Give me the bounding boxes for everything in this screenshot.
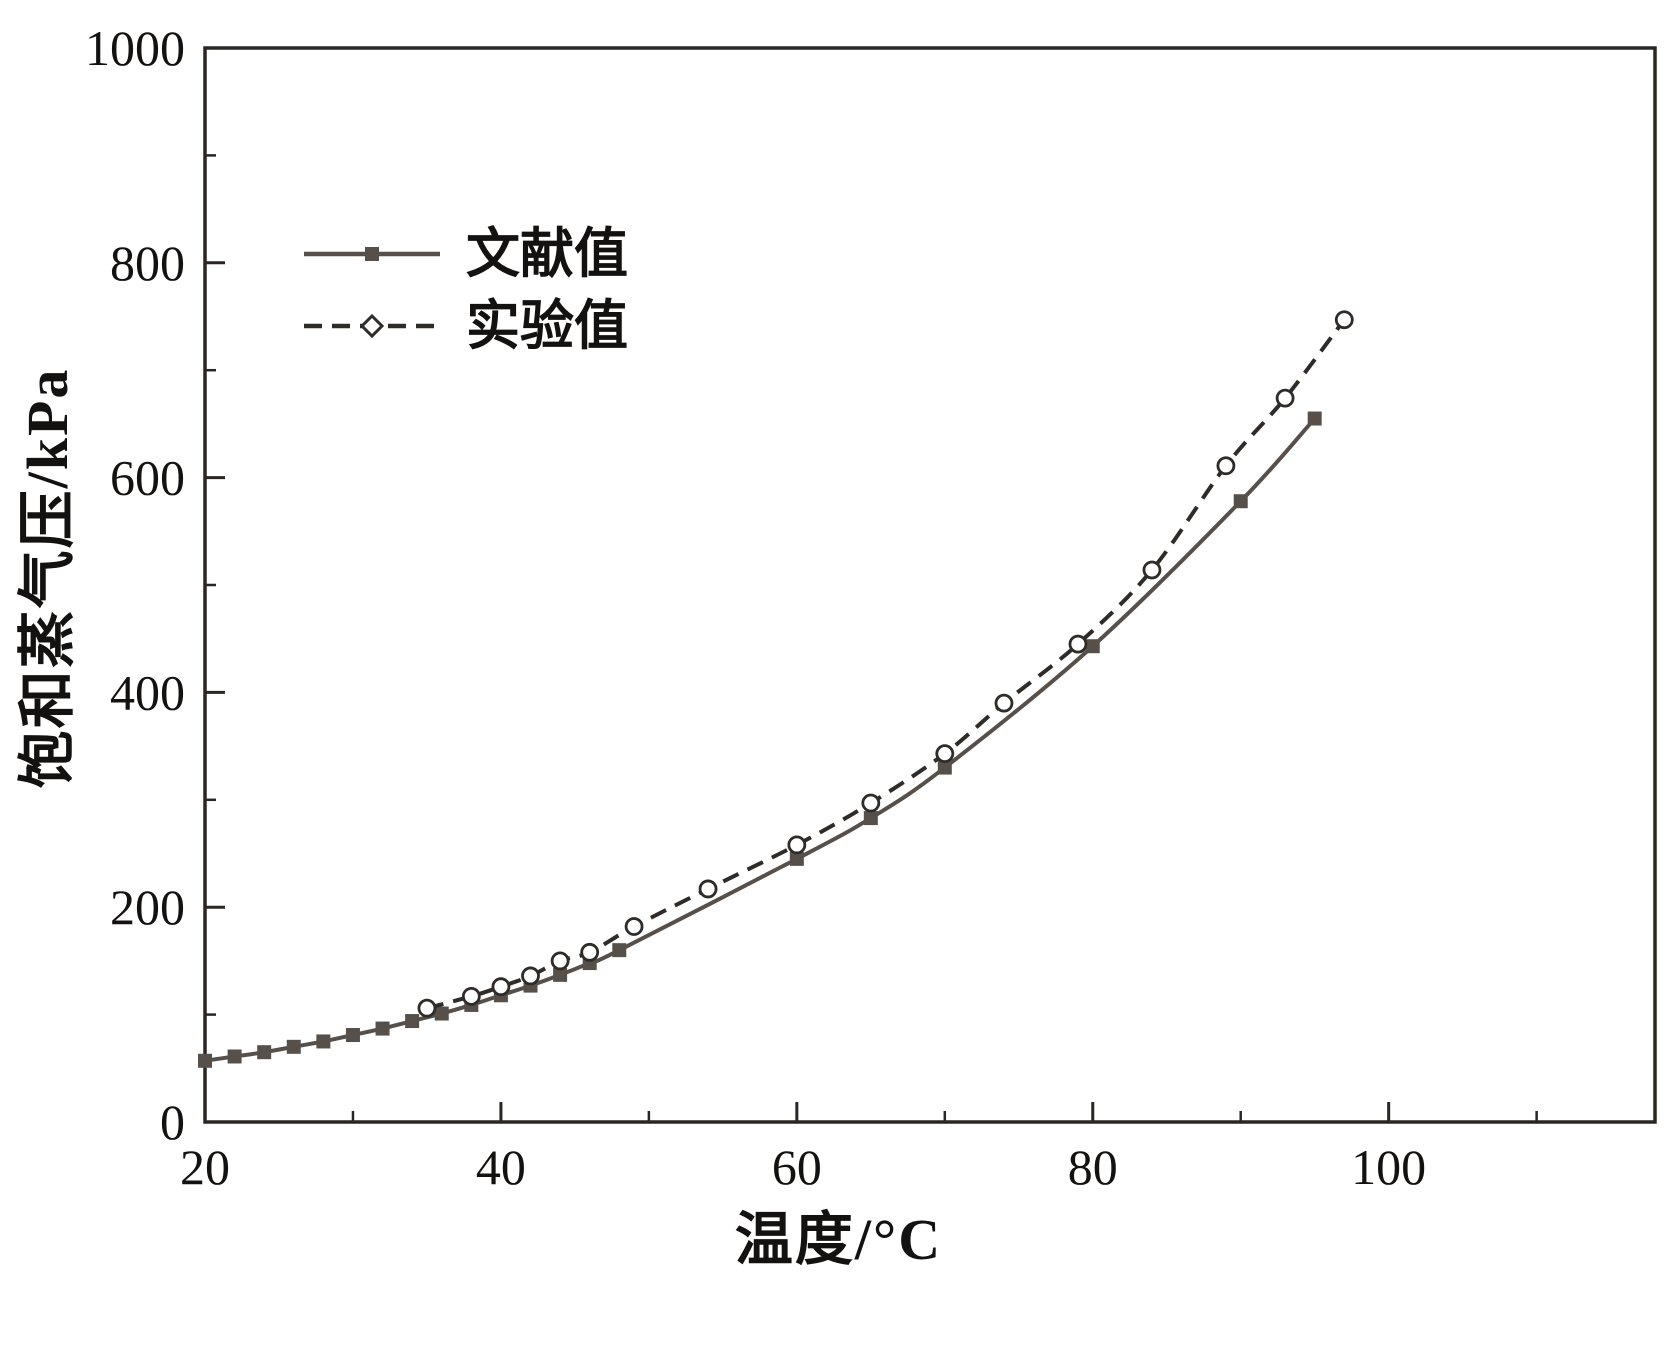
x-axis-title: 温度/°C: [734, 1207, 943, 1272]
x-tick-label: 100: [1351, 1139, 1426, 1195]
marker-filled-square: [198, 1053, 212, 1068]
marker-filled-square: [227, 1049, 242, 1064]
marker-open-circle: [698, 879, 718, 899]
series-line-experimental: [426, 318, 1346, 1011]
y-tick-label: 200: [110, 879, 185, 935]
x-tick-label: 20: [180, 1139, 230, 1195]
marker-open-circle: [994, 693, 1014, 713]
legend-label-literature: 文献值: [466, 224, 628, 284]
x-tick-label: 60: [772, 1139, 822, 1195]
plot-frame: [203, 46, 1657, 1124]
y-axis-title: 饱和蒸气压/kPa: [15, 367, 80, 789]
marker-open-circle: [861, 793, 881, 813]
marker-open-circle: [550, 951, 570, 971]
x-tick-label: 80: [1068, 1139, 1118, 1195]
marker-filled-square: [1307, 411, 1322, 426]
legend-label-experimental: 实验值: [466, 296, 628, 356]
marker-filled-square: [316, 1034, 331, 1049]
marker-open-circle: [1216, 456, 1236, 476]
marker-filled-square: [405, 1014, 420, 1029]
marker-open-circle: [1142, 560, 1162, 580]
marker-filled-square: [863, 811, 878, 826]
legend: 文献值 实验值: [302, 222, 628, 358]
marker-filled-square: [612, 943, 627, 958]
y-tick-label: 1000: [85, 20, 185, 76]
marker-open-circle: [787, 835, 807, 855]
y-tick-label: 0: [160, 1094, 185, 1150]
marker-open-circle: [521, 966, 540, 986]
solid-line-swatch: [304, 247, 440, 261]
y-tick-label: 400: [110, 664, 185, 720]
marker-open-circle: [580, 942, 600, 962]
legend-item-literature: 文献值: [302, 222, 628, 286]
legend-item-experimental: 实验值: [302, 294, 628, 358]
marker-filled-square: [1085, 639, 1100, 654]
marker-filled-square: [553, 967, 568, 982]
marker-filled-square: [375, 1021, 390, 1036]
dashed-line-swatch: [304, 313, 440, 339]
x-tick-label: 40: [476, 1139, 526, 1195]
series-line-literature: [204, 417, 1317, 1063]
marker-open-circle: [461, 986, 481, 1006]
marker-open-circle: [491, 977, 511, 997]
marker-open-circle: [624, 917, 644, 936]
marker-filled-square: [937, 760, 952, 775]
marker-filled-square: [257, 1045, 272, 1060]
marker-open-circle: [1334, 310, 1354, 330]
marker-filled-square: [1233, 494, 1248, 509]
marker-open-circle: [1275, 388, 1295, 408]
y-tick-label: 600: [110, 450, 185, 506]
marker-open-circle: [1068, 634, 1088, 654]
marker-filled-square: [286, 1039, 301, 1054]
marker-filled-square: [345, 1028, 360, 1043]
y-tick-label: 800: [110, 235, 185, 291]
marker-open-circle: [417, 998, 437, 1018]
marker-open-circle: [935, 744, 955, 764]
marker-filled-square: [789, 851, 804, 866]
marker-filled-square: [434, 1006, 449, 1021]
